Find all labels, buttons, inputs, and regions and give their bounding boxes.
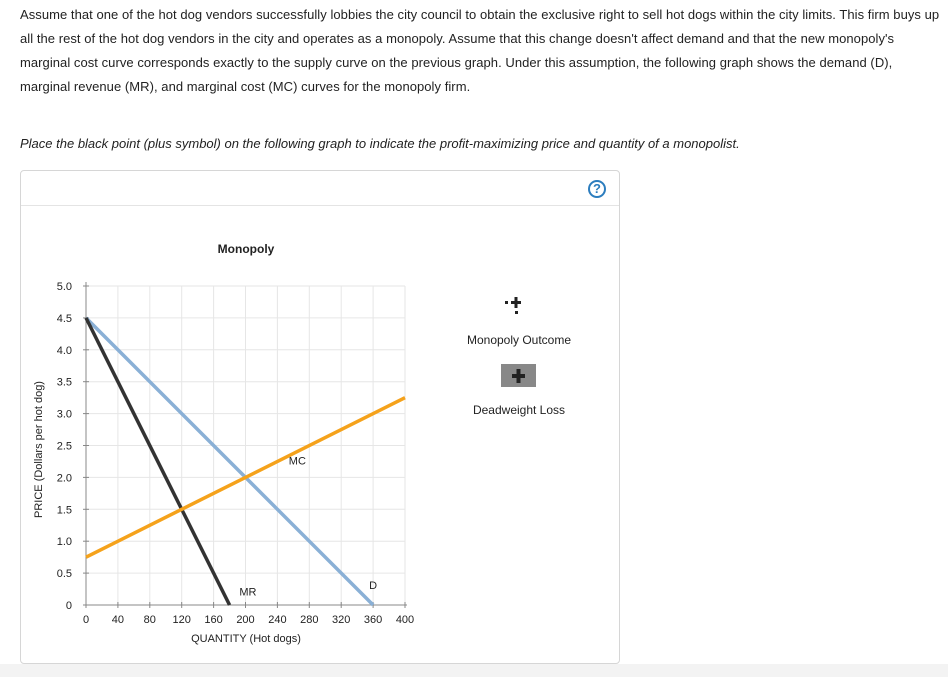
y-tick-label: 0.5 bbox=[57, 568, 72, 580]
x-axis-label: QUANTITY (Hot dogs) bbox=[191, 633, 301, 645]
x-tick-label: 400 bbox=[396, 614, 414, 626]
grid-lines bbox=[86, 285, 406, 605]
instruction-text: Place the black point (plus symbol) on t… bbox=[20, 136, 740, 151]
y-tick-label: 2.5 bbox=[57, 441, 72, 453]
x-tick-label: 0 bbox=[83, 614, 89, 626]
plus-marker-icon[interactable] bbox=[505, 297, 521, 314]
axes: 0 40 80 120 160 200 240 280 320 360 400 0 0.5 1.0 1.5 2… bbox=[57, 281, 414, 626]
question-text: Assume that one of the hot dog vendors s… bbox=[20, 7, 940, 94]
curves bbox=[84, 316, 406, 607]
series-mc-line bbox=[85, 396, 406, 559]
y-tick-label: 3.0 bbox=[57, 409, 72, 421]
x-tick-label: 320 bbox=[332, 614, 350, 626]
y-tick-label: 3.5 bbox=[57, 377, 72, 389]
curve-label-mc: MC bbox=[289, 456, 306, 468]
series-d-line bbox=[84, 316, 375, 607]
plus-box-v bbox=[516, 369, 521, 383]
x-tick-label: 120 bbox=[173, 614, 191, 626]
series-mr-line bbox=[84, 317, 232, 606]
x-tick-label: 240 bbox=[268, 614, 286, 626]
x-tick-label: 360 bbox=[364, 614, 382, 626]
plus-marker-dot-bottom bbox=[515, 311, 518, 314]
y-tick-label: 4.5 bbox=[57, 313, 72, 325]
y-tick-label: 4.0 bbox=[57, 345, 72, 357]
tool-label-deadweight-loss: Deadweight Loss bbox=[472, 403, 566, 417]
monopoly-chart[interactable]: 0 40 80 120 160 200 240 280 320 360 400 0 0.5 1.0 1.5 2… bbox=[21, 171, 619, 663]
tool-palette[interactable] bbox=[501, 297, 536, 387]
help-icon[interactable]: ? bbox=[588, 180, 606, 198]
plus-marker-dot-left bbox=[505, 301, 508, 304]
y-tick-label: 0 bbox=[66, 600, 72, 612]
x-tick-label: 80 bbox=[144, 614, 156, 626]
x-tick-label: 200 bbox=[236, 614, 254, 626]
tool-label-monopoly-outcome: Monopoly Outcome bbox=[466, 333, 572, 347]
panel-header bbox=[21, 171, 619, 206]
labels: Monopoly QUANTITY (Hot dogs) PRICE (Dollar… bbox=[33, 242, 377, 645]
curve-label-mr: MR bbox=[239, 586, 256, 598]
y-axis-label: PRICE (Dollars per hot dog) bbox=[33, 381, 45, 518]
x-tick-label: 40 bbox=[112, 614, 124, 626]
y-tick-label: 5.0 bbox=[57, 281, 72, 293]
y-tick-label: 1.0 bbox=[57, 536, 72, 548]
graph-panel: ? 0 40 80 120 160 200 240 280 320 360 400 0 0.5 1.0 1.… bbox=[20, 170, 620, 664]
bottom-strip bbox=[0, 664, 948, 677]
chart-title: Monopoly bbox=[218, 242, 275, 256]
curve-label-d: D bbox=[369, 580, 377, 592]
x-tick-label: 280 bbox=[300, 614, 318, 626]
plus-box-icon[interactable] bbox=[501, 364, 536, 387]
x-tick-label: 160 bbox=[204, 614, 222, 626]
y-tick-label: 2.0 bbox=[57, 472, 72, 484]
y-tick-label: 1.5 bbox=[57, 504, 72, 516]
plus-marker-v bbox=[514, 297, 518, 308]
